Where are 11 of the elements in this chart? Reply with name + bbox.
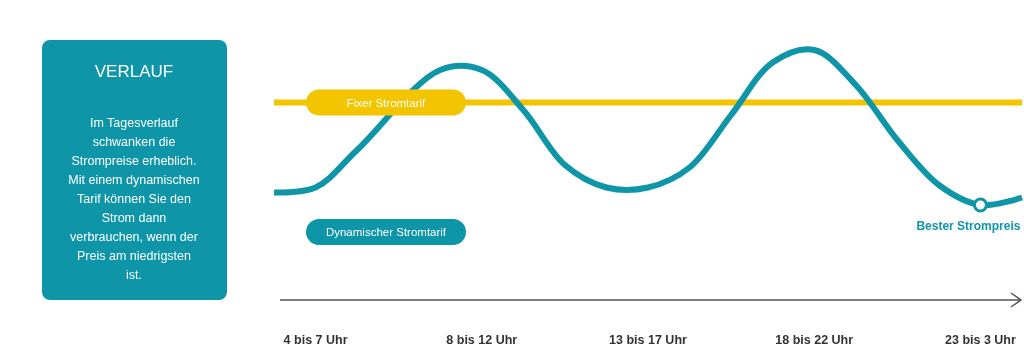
name-tag: Fixer Stromtarif: [306, 89, 466, 116]
annotation: Bester Strompreis: [916, 219, 1021, 233]
x-tick-label: 13 bis 17 Uhr: [609, 333, 688, 347]
x-tick-label: 4 bis 7 Uhr: [283, 333, 348, 347]
name-tag: Dynamischer Stromtarif: [306, 219, 466, 245]
text: Im Tagesverlauf schwanken die Strompreise erheblich. Mit einem dynamischen Tarif können Sie den Strom dann verbrauchen, wenn der Preis am niedrigsten ist.: [68, 116, 200, 282]
x-tick-label: 18 bis 22 Uhr: [775, 333, 854, 347]
series-label: Fixer Stromtarif: [346, 96, 427, 109]
x-tick-label: 8 bis 12 Uhr: [446, 333, 518, 347]
text: VERLAUF: [94, 62, 174, 81]
x-tick-label: 23 bis 3 Uhr: [945, 333, 1016, 347]
